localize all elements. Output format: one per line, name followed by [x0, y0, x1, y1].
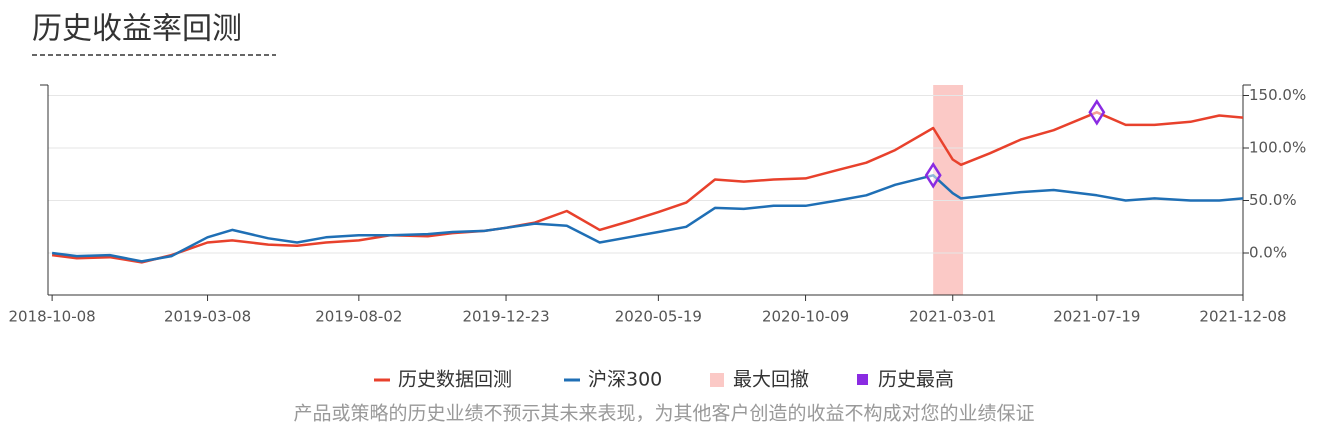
legend-label: 历史最高: [878, 369, 954, 391]
x-tick-label: 2020-10-09: [762, 308, 849, 326]
legend-swatch: [857, 374, 868, 385]
series-line: [51, 174, 1244, 263]
series-line: [51, 111, 1244, 264]
high-marker: [1088, 98, 1106, 126]
y-tick-label: 50.0%: [1249, 191, 1297, 209]
legend-swatch: [710, 373, 724, 387]
legend-label: 沪深300: [588, 369, 662, 391]
x-tick-label: 2021-07-19: [1053, 308, 1140, 326]
x-tick-label: 2019-08-02: [315, 308, 402, 326]
y-tick-label: 150.0%: [1249, 86, 1306, 104]
x-tick-label: 2021-03-01: [909, 308, 996, 326]
y-tick-label: 100.0%: [1249, 139, 1306, 157]
footnote: 产品或策略的历史业绩不预示其未来表现，为其他客户创造的收益不构成对您的业绩保证: [293, 403, 1034, 425]
chart-title: 历史收益率回测: [32, 12, 242, 47]
high-marker: [924, 161, 942, 189]
y-tick-label: 0.0%: [1249, 244, 1287, 262]
legend-label: 历史数据回测: [398, 369, 512, 391]
legend-label: 最大回撤: [733, 369, 809, 391]
x-tick-label: 2019-03-08: [164, 308, 251, 326]
x-tick-label: 2020-05-19: [615, 308, 702, 326]
x-tick-label: 2019-12-23: [462, 308, 549, 326]
x-tick-label: 2021-12-08: [1199, 308, 1286, 326]
x-tick-label: 2018-10-08: [9, 308, 96, 326]
